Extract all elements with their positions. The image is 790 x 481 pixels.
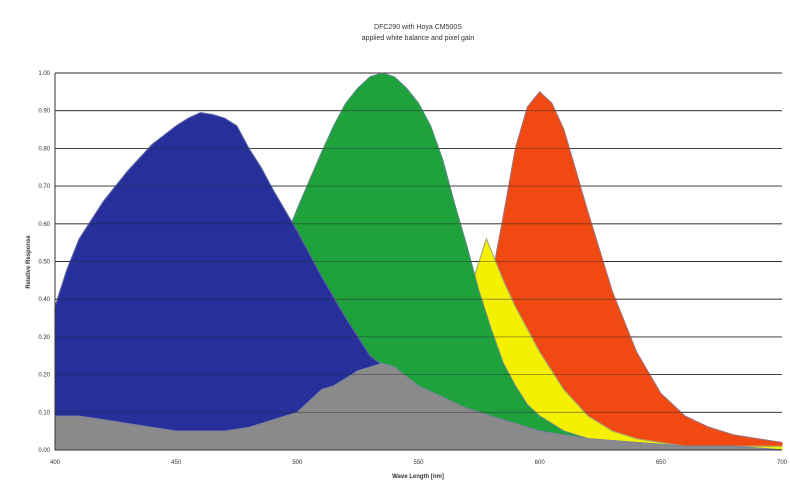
- chart-title: DFC290 with Hoya CM500S: [374, 24, 462, 31]
- x-tick-label: 500: [292, 460, 303, 466]
- y-tick-label: 1.00: [38, 71, 50, 77]
- x-tick-label: 450: [171, 460, 182, 466]
- x-tick-label: 650: [656, 460, 667, 466]
- y-tick-label: 0.00: [38, 448, 50, 454]
- x-axis-label: Wave Length [nm]: [392, 474, 444, 480]
- y-tick-label: 0.40: [38, 297, 50, 303]
- y-tick-label: 0.60: [38, 222, 50, 228]
- y-tick-label: 0.50: [38, 260, 50, 266]
- y-axis-label: Relative Response: [26, 235, 32, 289]
- y-tick-label: 0.30: [38, 335, 50, 341]
- y-tick-labels: 0.00 0.10 0.20 0.30 0.40 0.50 0.60 0.70 0.80 0.90…: [38, 71, 50, 454]
- x-tick-label: 700: [777, 460, 788, 466]
- plot-frame: [54, 73, 782, 451]
- chart-subtitle: applied white balance and pixel gain: [362, 35, 475, 42]
- y-tick-label: 0.10: [38, 410, 50, 416]
- x-tick-label: 600: [535, 460, 546, 466]
- x-tick-labels: 400 450 500 550 600 650 700: [50, 460, 788, 466]
- y-tick-label: 0.80: [38, 146, 50, 152]
- series-areas: [54, 72, 783, 451]
- y-tick-label: 0.20: [38, 373, 50, 379]
- y-tick-label: 0.90: [38, 109, 50, 115]
- x-tick-label: 400: [50, 460, 61, 466]
- x-tick-label: 550: [413, 460, 424, 466]
- y-tick-label: 0.70: [38, 184, 50, 190]
